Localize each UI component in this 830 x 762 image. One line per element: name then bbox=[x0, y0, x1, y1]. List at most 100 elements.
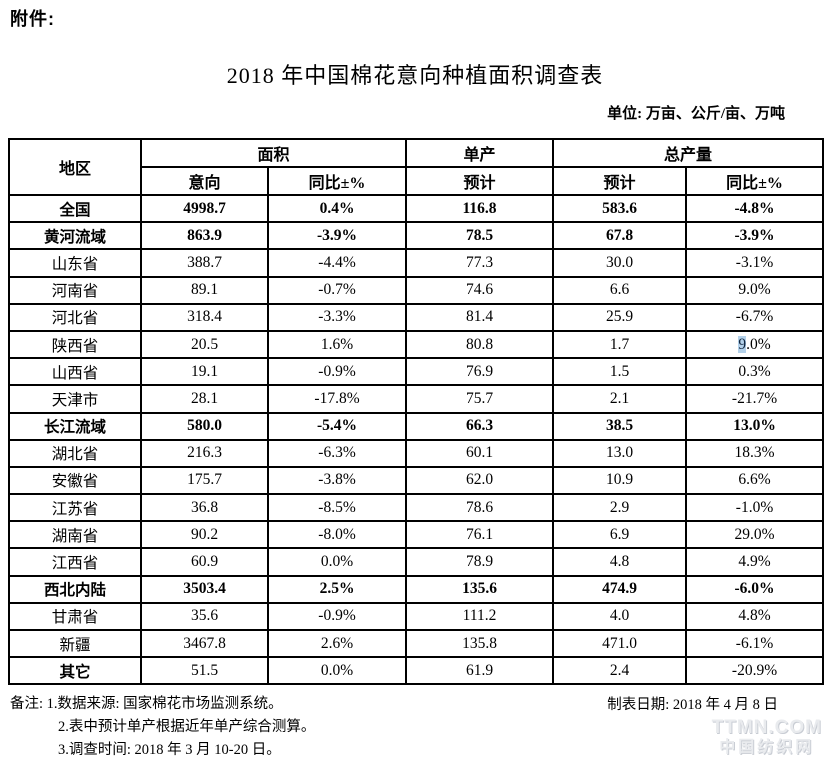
table-row: 全国 4998.7 0.4% 116.8 583.6 -4.8% bbox=[8, 193, 825, 224]
intention-cell: 3503.4 bbox=[140, 574, 269, 604]
col-header-output-yoy: 同比±% bbox=[685, 166, 825, 196]
output-cell: 1.7 bbox=[552, 329, 688, 360]
yield-cell: 75.7 bbox=[405, 384, 555, 414]
output-cell: 471.0 bbox=[552, 628, 688, 659]
output-yoy-cell: 13.0% bbox=[685, 411, 825, 441]
intention-cell: 51.5 bbox=[140, 656, 269, 686]
output-yoy-cell: 4.9% bbox=[685, 547, 825, 577]
area-yoy-cell: -3.9% bbox=[266, 221, 408, 251]
output-yoy-cell: 29.0% bbox=[685, 520, 825, 550]
region-cell: 江苏省 bbox=[8, 493, 142, 523]
yield-cell: 76.1 bbox=[405, 520, 555, 550]
area-yoy-cell: 0.4% bbox=[266, 193, 408, 224]
area-yoy-cell: -3.3% bbox=[266, 302, 408, 332]
intention-cell: 89.1 bbox=[140, 275, 269, 305]
note-line: 备注: 1.数据来源: 国家棉花市场监测系统。 bbox=[10, 693, 315, 716]
table-row: 其它 51.5 0.0% 61.9 2.4 -20.9% bbox=[8, 656, 825, 686]
output-cell: 4.0 bbox=[552, 601, 688, 632]
yield-cell: 61.9 bbox=[405, 656, 555, 686]
header-group-row: 地区 面积 单产 总产量 bbox=[8, 138, 825, 196]
yield-cell: 116.8 bbox=[405, 193, 555, 224]
output-cell: 67.8 bbox=[552, 221, 688, 251]
survey-table: 地区 面积 单产 总产量 意向 同比±% 预计 预计 同比±% 全国 4998.7… bbox=[8, 138, 825, 686]
intention-cell: 35.6 bbox=[140, 601, 269, 632]
col-header-area-yoy: 同比±% bbox=[266, 166, 408, 196]
attachment-label: 附件: bbox=[10, 9, 55, 29]
output-yoy-cell: -4.8% bbox=[685, 193, 825, 224]
notes-label: 备注: bbox=[10, 696, 47, 712]
output-yoy-cell: 9.0% bbox=[685, 275, 825, 305]
output-cell: 474.9 bbox=[552, 574, 688, 604]
output-yoy-cell: 6.6% bbox=[685, 465, 825, 496]
yield-cell: 135.6 bbox=[405, 574, 555, 604]
region-cell: 新疆 bbox=[8, 628, 142, 659]
table-row: 天津市 28.1 -17.8% 75.7 2.1 -21.7% bbox=[8, 384, 825, 414]
output-cell: 13.0 bbox=[552, 438, 688, 468]
output-yoy-cell: 9.0% bbox=[685, 329, 825, 360]
area-yoy-cell: 2.6% bbox=[266, 628, 408, 659]
area-yoy-cell: -6.3% bbox=[266, 438, 408, 468]
note-line: 2.表中预计单产根据近年单产综合测算。 bbox=[10, 716, 315, 739]
output-yoy-cell: 0.3% bbox=[685, 357, 825, 387]
col-header-yield-forecast: 预计 bbox=[405, 166, 555, 196]
output-cell: 30.0 bbox=[552, 248, 688, 278]
output-yoy-cell: -1.0% bbox=[685, 493, 825, 523]
table-row: 长江流域 580.0 -5.4% 66.3 38.5 13.0% bbox=[8, 411, 825, 441]
region-cell: 天津市 bbox=[8, 384, 142, 414]
output-yoy-cell: 4.8% bbox=[685, 601, 825, 632]
region-cell: 湖南省 bbox=[8, 520, 142, 550]
col-group-area: 面积 bbox=[139, 138, 408, 168]
intention-cell: 28.1 bbox=[140, 384, 269, 414]
output-cell: 38.5 bbox=[552, 411, 688, 441]
table-date: 制表日期: 2018 年 4 月 8 日 bbox=[607, 697, 778, 713]
col-header-region: 地区 bbox=[8, 138, 142, 196]
intention-cell: 580.0 bbox=[140, 411, 269, 441]
output-yoy-cell: 18.3% bbox=[685, 438, 825, 468]
table-row: 安徽省 175.7 -3.8% 62.0 10.9 6.6% bbox=[8, 465, 825, 496]
region-cell: 其它 bbox=[8, 656, 142, 686]
region-cell: 山东省 bbox=[8, 248, 142, 278]
yield-cell: 78.9 bbox=[405, 547, 555, 577]
unit-note: 单位: 万亩、公斤/亩、万吨 bbox=[607, 106, 785, 122]
area-yoy-cell: -4.4% bbox=[266, 248, 408, 278]
intention-cell: 318.4 bbox=[140, 302, 269, 332]
col-header-area-intention: 意向 bbox=[140, 166, 269, 196]
yield-cell: 135.8 bbox=[405, 628, 555, 659]
intention-cell: 19.1 bbox=[140, 357, 269, 387]
area-yoy-cell: -8.5% bbox=[266, 493, 408, 523]
yield-cell: 77.3 bbox=[405, 248, 555, 278]
intention-cell: 388.7 bbox=[140, 248, 269, 278]
region-cell: 湖北省 bbox=[8, 438, 142, 468]
output-cell: 583.6 bbox=[552, 193, 688, 224]
col-group-yield: 单产 bbox=[405, 138, 555, 168]
region-cell: 全国 bbox=[8, 193, 142, 224]
table-row: 西北内陆 3503.4 2.5% 135.6 474.9 -6.0% bbox=[8, 574, 825, 604]
table-row: 河南省 89.1 -0.7% 74.6 6.6 9.0% bbox=[8, 275, 825, 305]
yield-cell: 74.6 bbox=[405, 275, 555, 305]
yield-cell: 78.5 bbox=[405, 221, 555, 251]
region-cell: 陕西省 bbox=[8, 329, 142, 360]
region-cell: 甘肃省 bbox=[8, 601, 142, 632]
selected-text: 9 bbox=[738, 335, 747, 353]
output-yoy-cell: -3.9% bbox=[685, 221, 825, 251]
output-yoy-cell: -6.1% bbox=[685, 628, 825, 659]
intention-cell: 36.8 bbox=[140, 493, 269, 523]
area-yoy-cell: -3.8% bbox=[266, 465, 408, 496]
area-yoy-cell: -0.7% bbox=[266, 275, 408, 305]
table-header: 地区 面积 单产 总产量 意向 同比±% 预计 预计 同比±% bbox=[8, 138, 825, 196]
col-header-output-forecast: 预计 bbox=[552, 166, 688, 196]
output-cell: 25.9 bbox=[552, 302, 688, 332]
region-cell: 长江流域 bbox=[8, 411, 142, 441]
intention-cell: 4998.7 bbox=[140, 193, 269, 224]
table-row: 湖南省 90.2 -8.0% 76.1 6.9 29.0% bbox=[8, 520, 825, 550]
output-yoy-cell: -21.7% bbox=[685, 384, 825, 414]
area-yoy-cell: 0.0% bbox=[266, 656, 408, 686]
area-yoy-cell: -8.0% bbox=[266, 520, 408, 550]
header-sub-row: 意向 同比±% 预计 预计 同比±% bbox=[9, 166, 825, 196]
note-text: 1.数据来源: 国家棉花市场监测系统。 bbox=[46, 696, 283, 712]
table-row: 陕西省 20.5 1.6% 80.8 1.7 9.0% bbox=[8, 329, 825, 360]
region-cell: 山西省 bbox=[8, 357, 142, 387]
output-yoy-cell: -3.1% bbox=[685, 248, 825, 278]
output-cell: 1.5 bbox=[552, 357, 688, 387]
